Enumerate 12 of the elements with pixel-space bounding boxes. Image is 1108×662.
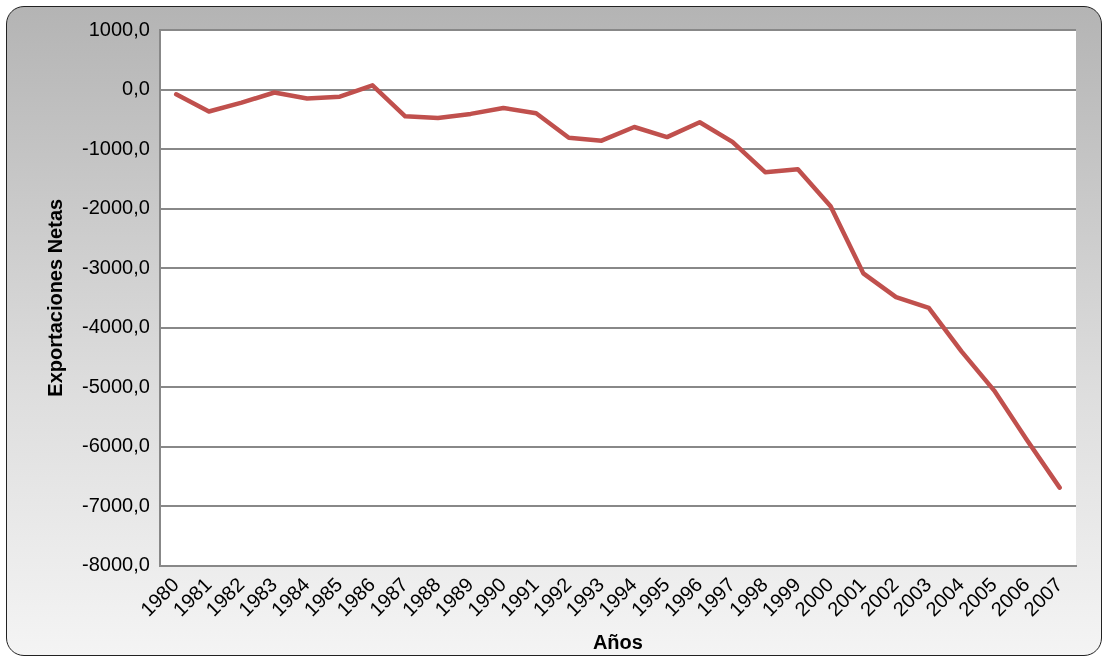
y-tick-label: -6000,0: [81, 434, 150, 457]
y-tick-label: -8000,0: [81, 553, 150, 576]
x-axis-title: Años: [592, 631, 643, 654]
y-axis-title: Exportaciones Netas: [43, 198, 66, 397]
y-tick-label: -4000,0: [81, 315, 150, 338]
y-tick-label: -3000,0: [81, 255, 150, 278]
y-tick-label: -1000,0: [81, 136, 150, 159]
y-tick-label: -2000,0: [81, 196, 150, 219]
y-tick-label: 1000,0: [88, 17, 150, 40]
y-tick-label: -5000,0: [81, 374, 150, 397]
y-tick-label: -7000,0: [81, 493, 150, 516]
y-tick-label: 0,0: [122, 77, 150, 100]
